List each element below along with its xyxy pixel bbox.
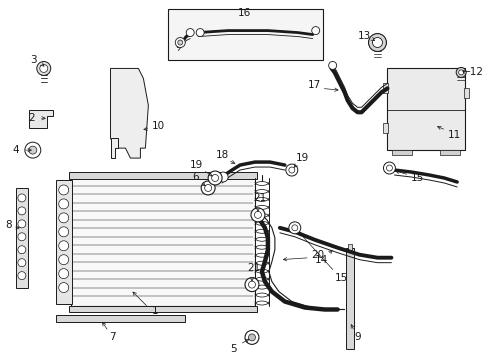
Circle shape <box>178 40 183 45</box>
Text: 14: 14 <box>314 255 327 265</box>
Circle shape <box>291 225 297 231</box>
Text: 1: 1 <box>152 306 158 316</box>
Circle shape <box>248 281 255 288</box>
Circle shape <box>311 27 319 35</box>
Text: 3: 3 <box>30 55 37 66</box>
Circle shape <box>208 171 222 185</box>
Circle shape <box>40 64 48 72</box>
Circle shape <box>254 211 261 219</box>
Circle shape <box>29 146 37 154</box>
Circle shape <box>59 185 68 195</box>
Bar <box>168 9 322 60</box>
Polygon shape <box>110 138 118 158</box>
Circle shape <box>455 67 465 77</box>
Text: 4: 4 <box>13 145 19 155</box>
Text: 11: 11 <box>447 130 460 140</box>
Text: 19: 19 <box>189 160 203 170</box>
Text: 6: 6 <box>191 172 198 182</box>
Circle shape <box>18 220 26 228</box>
Circle shape <box>186 28 194 37</box>
Bar <box>68 172 256 179</box>
Bar <box>56 180 72 303</box>
Bar <box>56 315 185 323</box>
Circle shape <box>211 175 218 181</box>
Circle shape <box>372 37 382 48</box>
Circle shape <box>218 172 227 182</box>
Circle shape <box>288 167 294 173</box>
Circle shape <box>244 278 259 292</box>
Bar <box>439 150 459 155</box>
Circle shape <box>59 213 68 223</box>
Circle shape <box>59 283 68 293</box>
Circle shape <box>25 142 41 158</box>
Text: 21: 21 <box>253 193 266 203</box>
Circle shape <box>18 246 26 254</box>
Text: 21: 21 <box>247 263 260 273</box>
Text: 5: 5 <box>229 345 236 354</box>
Circle shape <box>458 70 463 75</box>
Bar <box>347 244 351 250</box>
Circle shape <box>18 233 26 241</box>
Polygon shape <box>110 68 148 158</box>
Circle shape <box>18 259 26 267</box>
Bar <box>68 306 256 312</box>
Text: 8: 8 <box>5 220 12 230</box>
Bar <box>345 248 353 349</box>
Circle shape <box>250 208 264 222</box>
Circle shape <box>248 334 255 341</box>
Text: 16: 16 <box>237 8 250 18</box>
Text: 13: 13 <box>357 31 370 41</box>
Circle shape <box>59 241 68 251</box>
Text: 15: 15 <box>334 273 347 283</box>
Text: ←12: ←12 <box>460 67 482 77</box>
Circle shape <box>244 330 259 345</box>
Bar <box>383 84 387 93</box>
Circle shape <box>288 222 300 234</box>
Polygon shape <box>29 110 53 128</box>
Circle shape <box>175 37 185 48</box>
Circle shape <box>328 62 336 69</box>
Circle shape <box>196 28 203 37</box>
Bar <box>392 150 411 155</box>
Bar <box>463 88 468 98</box>
Circle shape <box>386 165 392 171</box>
Bar <box>16 188 28 288</box>
Circle shape <box>59 255 68 265</box>
Bar <box>386 68 464 150</box>
Text: 15: 15 <box>410 173 423 183</box>
Text: 2: 2 <box>28 113 35 123</box>
Circle shape <box>18 207 26 215</box>
Circle shape <box>368 33 386 51</box>
Text: 17: 17 <box>307 80 321 90</box>
Text: 9: 9 <box>353 332 360 342</box>
Text: 7: 7 <box>109 332 116 342</box>
Circle shape <box>37 62 51 75</box>
Circle shape <box>18 194 26 202</box>
Text: 18: 18 <box>215 150 228 160</box>
Bar <box>71 178 254 306</box>
Circle shape <box>383 162 395 174</box>
Text: 19: 19 <box>296 153 309 163</box>
Circle shape <box>59 227 68 237</box>
Circle shape <box>59 199 68 209</box>
Text: 20: 20 <box>310 250 324 260</box>
Text: 10: 10 <box>151 121 164 131</box>
Circle shape <box>204 184 211 192</box>
Circle shape <box>18 272 26 280</box>
Circle shape <box>285 164 297 176</box>
Circle shape <box>59 269 68 279</box>
Circle shape <box>201 181 215 195</box>
Bar <box>383 123 387 133</box>
